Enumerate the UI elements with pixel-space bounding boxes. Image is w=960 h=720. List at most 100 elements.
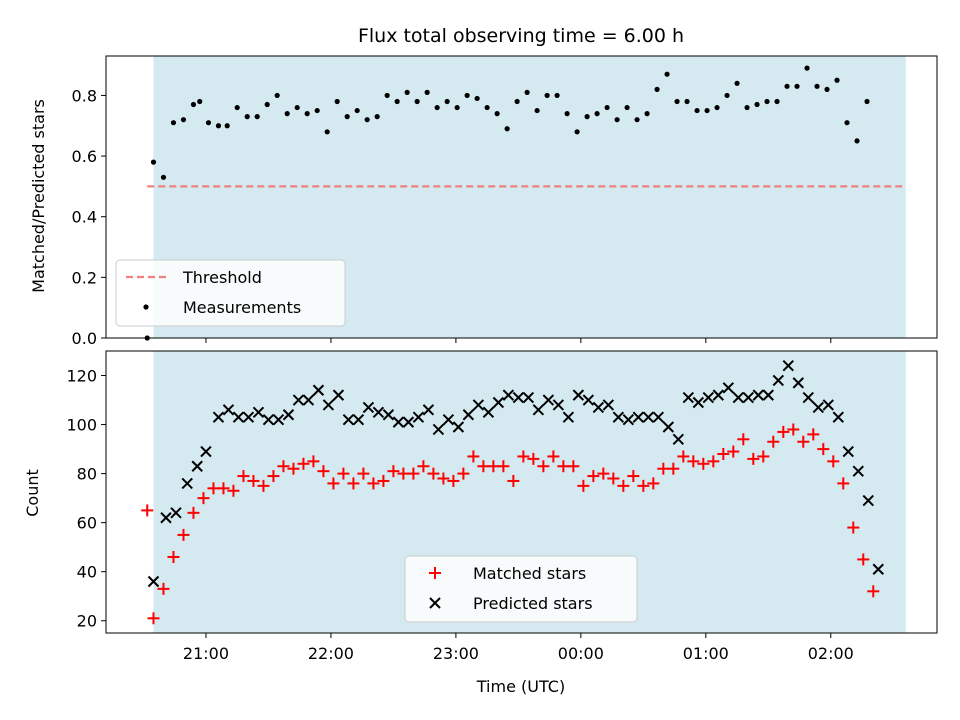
- measurement-point: [324, 129, 330, 135]
- predicted-star-point: [732, 391, 745, 404]
- legend-predicted-label: Predicted stars: [473, 594, 593, 613]
- y-tick-label: 60: [77, 514, 97, 533]
- legend-matched-label: Matched stars: [473, 564, 586, 583]
- measurement-point: [774, 98, 780, 105]
- matched-star-point: [767, 435, 780, 448]
- measurement-point: [644, 111, 650, 117]
- matched-star-point: [617, 479, 630, 492]
- predicted-star-point: [402, 416, 415, 428]
- matched-star-point: [357, 467, 370, 480]
- predicted-star-point: [822, 399, 834, 411]
- matched-star-point: [787, 423, 800, 436]
- predicted-star-point: [602, 399, 615, 411]
- measurement-point: [180, 117, 187, 123]
- predicted-star-point: [842, 445, 854, 458]
- legend-measurements-swatch: [143, 304, 149, 310]
- predicted-star-point: [222, 404, 235, 416]
- predicted-star-point: [482, 406, 495, 419]
- measurement-point: [190, 101, 197, 108]
- predicted-star-point: [712, 389, 725, 401]
- matched-star-point: [837, 477, 850, 490]
- matched-star-point: [747, 452, 760, 465]
- measurement-point: [534, 107, 540, 114]
- x-tick-label: 01:00: [683, 644, 729, 663]
- predicted-star-point: [792, 377, 804, 389]
- measurement-point: [284, 111, 290, 117]
- matched-star-point: [141, 504, 154, 517]
- matched-star-point: [717, 447, 730, 460]
- matched-star-point: [627, 470, 640, 483]
- measurement-point: [664, 71, 670, 77]
- predicted-star-point: [212, 411, 225, 423]
- measurement-point: [444, 98, 450, 105]
- top-y-axis-label: Matched/Predicted stars: [29, 99, 48, 293]
- measurement-point: [734, 80, 740, 86]
- measurement-point: [294, 104, 300, 111]
- predicted-star-point: [722, 382, 735, 394]
- predicted-star-point: [662, 421, 675, 433]
- measurement-point: [474, 95, 480, 102]
- matched-star-point: [277, 460, 290, 473]
- matched-star-point: [857, 553, 870, 566]
- predicted-star-point: [702, 391, 715, 404]
- predicted-star-point: [742, 391, 755, 404]
- predicted-star-point: [782, 360, 795, 372]
- measurement-point: [274, 92, 280, 99]
- predicted-star-point: [592, 401, 605, 414]
- measurement-point: [654, 86, 660, 92]
- measurement-point: [684, 98, 690, 105]
- matched-star-point: [407, 467, 420, 480]
- matched-star-point: [417, 460, 430, 473]
- measurement-point: [150, 159, 157, 165]
- measurement-point: [344, 114, 350, 120]
- matched-star-point: [317, 465, 330, 478]
- measurement-point: [794, 83, 800, 89]
- measurement-point: [634, 117, 640, 123]
- predicted-star-point: [572, 389, 585, 401]
- measurement-point: [374, 114, 380, 120]
- matched-star-point: [307, 455, 320, 468]
- predicted-star-point: [252, 406, 265, 419]
- predicted-star-point: [432, 423, 445, 436]
- matched-star-point: [437, 472, 450, 485]
- matched-star-point: [737, 433, 750, 446]
- matched-star-point: [157, 582, 170, 595]
- predicted-star-point: [422, 404, 435, 416]
- legend-bottom: Matched stars Predicted stars: [404, 555, 638, 623]
- matched-star-point: [537, 460, 550, 473]
- matched-star-point: [347, 477, 360, 490]
- measurement-point: [784, 83, 790, 89]
- matched-star-point: [387, 465, 400, 478]
- measurement-point: [564, 111, 570, 117]
- predicted-star-point: [352, 413, 365, 426]
- x-tick-label: 21:00: [183, 644, 229, 663]
- matched-star-point: [527, 452, 540, 465]
- legend-measurements-label: Measurements: [183, 298, 301, 317]
- predicted-star-point: [472, 399, 485, 411]
- measurement-point: [224, 123, 230, 129]
- predicted-star-point: [362, 401, 375, 414]
- matched-star-point: [217, 482, 230, 495]
- plot-frame: [105, 350, 938, 634]
- predicted-star-point: [462, 409, 475, 421]
- matched-star-point: [197, 492, 210, 505]
- plot-frame: [105, 55, 938, 339]
- measurement-point: [494, 111, 500, 117]
- matched-star-point: [427, 467, 440, 480]
- predicted-star-point: [272, 413, 285, 426]
- x-tick-label: 22:00: [308, 644, 354, 663]
- y-tick-label: 0.0: [72, 329, 97, 348]
- predicted-star-point: [382, 409, 395, 421]
- predicted-star-point: [872, 563, 884, 575]
- matched-star-point: [457, 467, 470, 480]
- measurement-point: [724, 92, 730, 99]
- matched-star-point: [577, 479, 590, 492]
- measurement-point: [314, 107, 320, 114]
- matched-star-point: [607, 472, 620, 485]
- measurement-point: [694, 107, 700, 114]
- matched-star-point: [757, 450, 770, 463]
- predicted-star-point: [502, 389, 515, 401]
- predicted-star-point: [862, 494, 874, 507]
- predicted-star-point: [542, 394, 555, 406]
- predicted-star-point: [682, 391, 695, 404]
